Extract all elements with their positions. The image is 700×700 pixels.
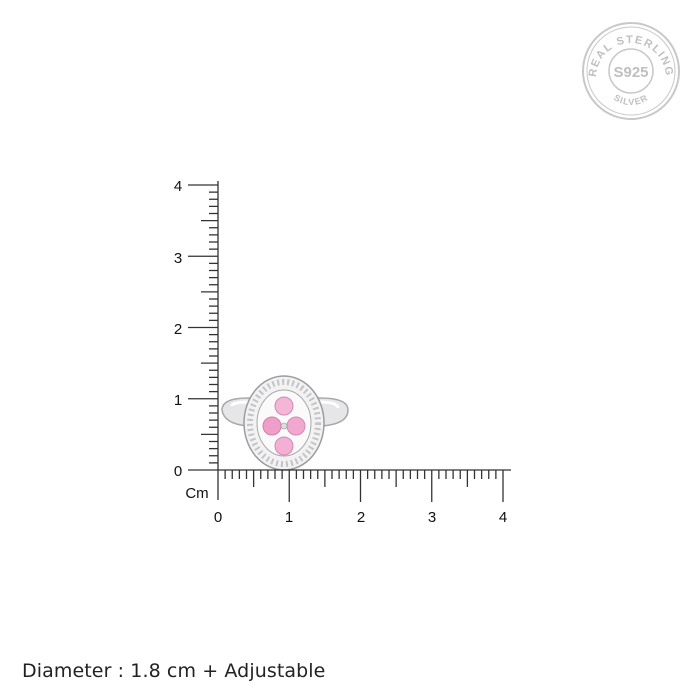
y-label-2: 2 <box>174 321 182 338</box>
x-label-3: 3 <box>428 509 436 526</box>
sterling-silver-stamp: REAL STERLING SILVER S925 <box>582 22 680 120</box>
y-label-0: 0 <box>174 463 182 480</box>
x-label-4: 4 <box>499 509 507 526</box>
x-label-2: 2 <box>357 509 365 526</box>
svg-text:SILVER: SILVER <box>612 92 650 107</box>
diameter-caption: Diameter : 1.8 cm + Adjustable <box>22 660 326 682</box>
ruler <box>188 181 511 502</box>
stamp-center-text: S925 <box>613 64 648 81</box>
x-label-0: 0 <box>214 509 222 526</box>
y-axis-labels: 0 1 2 3 4 <box>174 178 182 480</box>
x-label-1: 1 <box>285 509 293 526</box>
y-label-1: 1 <box>174 392 182 409</box>
unit-label: Cm <box>185 485 208 502</box>
y-label-4: 4 <box>174 178 182 195</box>
stamp-bottom-text: SILVER <box>612 92 649 107</box>
x-axis-labels: 0 1 2 3 4 <box>214 509 507 526</box>
y-label-3: 3 <box>174 250 182 267</box>
ring <box>221 375 349 471</box>
